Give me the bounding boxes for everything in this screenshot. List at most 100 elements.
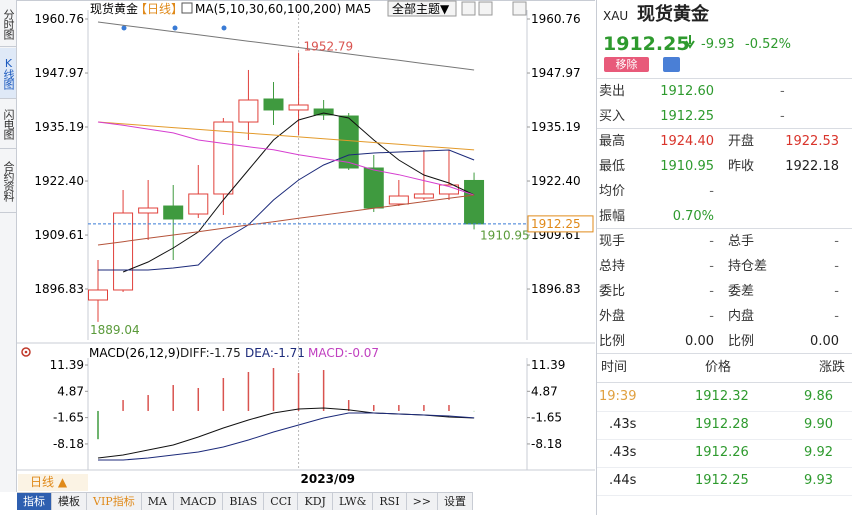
field-value: - — [834, 234, 839, 249]
candle-body — [313, 108, 334, 116]
theme-button[interactable] — [387, 0, 457, 17]
field-value: 0.00 — [685, 334, 714, 349]
candle-body — [213, 121, 234, 195]
ma-label: MA(5,10,30,60,100,200) MA5 — [195, 2, 371, 16]
row-separator — [597, 495, 852, 496]
tick-change: 9.93 — [804, 473, 833, 488]
quote-panel: XAU 现货黄金 1912.25 -9.93 -0.52% 移除 卖出 1912.… — [596, 0, 852, 515]
sidebar-tab[interactable]: K线图 — [0, 48, 16, 99]
field-label: 买入 — [599, 109, 626, 124]
period-tab[interactable] — [18, 474, 88, 491]
indicator-value: MACD:-0.07 — [308, 346, 379, 360]
chart-symbol: 现货黄金 — [90, 1, 138, 16]
field-label: 最低 — [599, 159, 626, 174]
sidebar: 分时图 K线图 闪电图 合约资料 — [0, 0, 17, 492]
macd-line — [97, 407, 475, 459]
ma-line — [97, 194, 475, 246]
tick-time: .44s — [609, 473, 637, 488]
icon-button[interactable] — [461, 1, 476, 16]
y-tick-label-right: 1896.83 — [531, 282, 581, 296]
field-label: 最高 — [599, 134, 626, 149]
last-price-box — [527, 215, 594, 233]
last-low-label: 1910.95 — [480, 228, 530, 242]
settings-icon[interactable] — [21, 347, 31, 357]
x-tick-label: 2023/09 — [301, 472, 355, 486]
toolbar-button[interactable]: MA — [141, 493, 174, 510]
theme-button-label[interactable]: 全部主题▼ — [392, 1, 450, 16]
sidebar-tab[interactable]: 合约资料 — [0, 150, 16, 213]
field-value: - — [709, 259, 714, 274]
icon-button[interactable] — [478, 1, 493, 16]
toolbar-button[interactable]: BIAS — [223, 493, 265, 510]
tick-change: 9.92 — [804, 445, 833, 460]
candle-body — [238, 99, 259, 123]
y-tick-label: 1922.40 — [34, 174, 84, 188]
field-value: - — [834, 284, 839, 299]
y-tick-label: 1896.83 — [34, 282, 84, 296]
ma-line — [98, 149, 475, 271]
field-label: 均价 — [599, 184, 626, 199]
candle-body — [288, 104, 309, 111]
field-value: - — [834, 309, 839, 324]
y-tick-label: -8.18 — [53, 437, 84, 451]
field-value: - — [709, 184, 714, 199]
field-value: 1922.18 — [785, 159, 839, 174]
toolbar-button[interactable]: LW& — [332, 493, 374, 510]
separator — [597, 128, 852, 129]
sidebar-tab[interactable]: 闪电图 — [0, 100, 16, 149]
y-tick-label-right: 4.87 — [531, 384, 558, 398]
period-tab-label[interactable]: 日线 ▲ — [30, 475, 68, 489]
ma-line — [97, 121, 475, 151]
separator — [597, 228, 852, 229]
field-label: 内盘 — [728, 309, 755, 324]
y-tick-label-right: 1947.97 — [531, 66, 581, 80]
toolbar-button[interactable]: RSI — [373, 493, 407, 510]
toolbar-button[interactable]: 设置 — [438, 493, 473, 510]
tick-change: 9.90 — [804, 417, 833, 432]
field-label: 持仓差 — [728, 259, 768, 274]
candle-body — [88, 289, 108, 301]
row-separator — [597, 467, 852, 468]
icon-button[interactable] — [512, 1, 527, 16]
field-value: 1924.40 — [660, 134, 714, 149]
indicator-value: DIFF:-1.75 — [180, 346, 241, 360]
y-tick-label: 1909.61 — [34, 228, 84, 242]
field-label: 委差 — [728, 284, 755, 299]
y-tick-label: 1947.97 — [34, 66, 84, 80]
toolbar-button[interactable]: 模板 — [52, 493, 87, 510]
last-price: 1912.25 — [603, 33, 690, 55]
toolbar-button[interactable]: VIP指标 — [87, 493, 142, 510]
y-tick-label-right: 11.39 — [531, 358, 565, 372]
field-label: 委比 — [599, 284, 626, 299]
toolbar-button[interactable]: KDJ — [298, 493, 333, 510]
sidebar-tab[interactable]: 分时图 — [0, 2, 16, 47]
y-tick-label-right: 1922.40 — [531, 174, 581, 188]
toolbar-button[interactable]: MACD — [173, 493, 224, 510]
toolbar-button[interactable]: CCI — [264, 493, 299, 510]
event-marker[interactable] — [172, 25, 178, 31]
field-value: - — [709, 234, 714, 249]
field-value: 1912.25 — [660, 109, 714, 124]
toolbar-button[interactable]: >> — [406, 493, 438, 510]
event-marker[interactable] — [121, 25, 127, 31]
y-tick-label: -1.65 — [53, 411, 84, 425]
ma-checkbox[interactable] — [181, 2, 193, 14]
candle-body — [138, 207, 159, 214]
field-value: - — [780, 109, 785, 124]
event-marker[interactable] — [221, 25, 227, 31]
toolbar-button[interactable]: 指标 — [17, 493, 52, 510]
candle-body — [113, 212, 134, 291]
tick-price: 1912.28 — [695, 417, 749, 432]
instrument-name: 现货黄金 — [637, 4, 709, 25]
y-tick-label: 11.39 — [50, 358, 84, 372]
remove-button[interactable]: 移除 — [604, 57, 649, 72]
alert-button[interactable] — [663, 57, 680, 72]
table-header: 涨跌 — [818, 360, 845, 375]
tick-price: 1912.25 — [695, 473, 749, 488]
field-value: - — [709, 284, 714, 299]
y-tick-label-right: -8.18 — [531, 437, 562, 451]
separator — [597, 78, 852, 79]
symbol: XAU — [603, 9, 629, 23]
chart-area: 现货黄金 【日线】 MA(5,10,30,60,100,200) MA5 全部主… — [17, 0, 595, 491]
